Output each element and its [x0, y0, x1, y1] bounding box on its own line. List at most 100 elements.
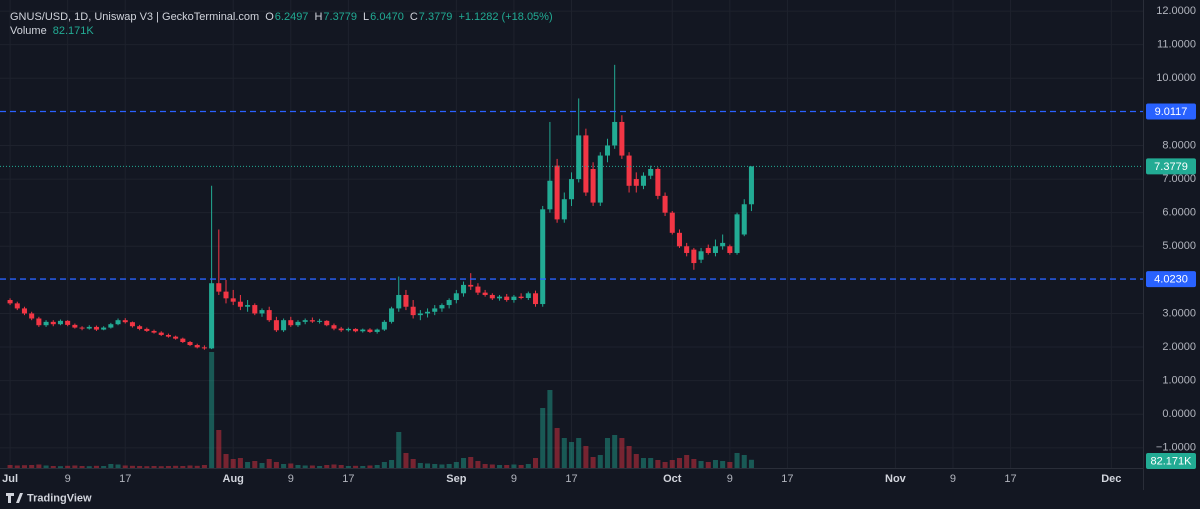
- volume-bar: [669, 460, 675, 468]
- candle-body: [748, 166, 754, 205]
- candle-body: [604, 145, 611, 156]
- volume-bar: [57, 466, 63, 468]
- candle-body: [288, 320, 294, 326]
- volume-bar: [561, 438, 567, 468]
- candle-body: [360, 329, 366, 332]
- axes: 12.0000 11.0000 10.0000 8.0000 7.0000 6.0000 5…: [2, 5, 1196, 485]
- volume-bar: [741, 455, 747, 468]
- candle-body: [295, 321, 301, 326]
- volume-bar: [137, 466, 143, 468]
- candle-body: [108, 324, 114, 328]
- volume-bar: [209, 352, 215, 468]
- volume-bar: [547, 390, 553, 468]
- candle-body: [612, 121, 618, 146]
- volume-bar: [626, 446, 632, 468]
- candle-body: [21, 308, 27, 314]
- volume-bar: [72, 465, 78, 468]
- volume-bar: [331, 464, 337, 468]
- volume-bar: [712, 460, 718, 468]
- candle-body: [403, 294, 409, 307]
- candle-body: [417, 313, 423, 316]
- y-tick-label: 11.0000: [1157, 39, 1196, 51]
- candle-body: [223, 291, 229, 299]
- volume-bar: [79, 466, 85, 468]
- candle-body: [367, 329, 373, 332]
- grid: [0, 0, 1143, 468]
- volume-bar: [50, 466, 56, 468]
- candle-body: [216, 283, 222, 292]
- volume-bar: [29, 465, 35, 468]
- brand-name: TradingView: [27, 492, 92, 504]
- candle-body: [504, 296, 510, 301]
- brand-logo[interactable]: TradingView: [6, 492, 92, 504]
- candle-body: [79, 327, 85, 329]
- candle-body: [425, 311, 431, 314]
- candle-body: [619, 121, 625, 156]
- candle-body: [353, 328, 359, 332]
- candle-body: [734, 214, 740, 253]
- candle-body: [518, 296, 524, 299]
- candle-body: [317, 320, 323, 322]
- y-tick-label: −1.0000: [1156, 442, 1196, 454]
- symbol: GNUS/USD, 1D, Uniswap V3 | GeckoTerminal…: [10, 11, 260, 23]
- volume-bar: [619, 438, 625, 468]
- volume-bar: [554, 428, 560, 468]
- volume-bar: [648, 458, 654, 468]
- candle-body: [446, 300, 452, 306]
- x-tick-label: 9: [511, 473, 517, 485]
- y-tick-label: 5.0000: [1162, 240, 1196, 252]
- price-badge: [1146, 271, 1196, 288]
- candle-body: [165, 334, 171, 337]
- volume-value: 82.171K: [52, 25, 94, 37]
- volume-bar: [655, 460, 661, 468]
- volume-bar: [698, 461, 704, 468]
- candle-body: [453, 293, 459, 301]
- volume-bar: [525, 464, 531, 468]
- candle-body: [684, 246, 690, 253]
- candle-body: [381, 321, 387, 330]
- volume-bar: [288, 463, 294, 468]
- x-tick-label: Aug: [223, 473, 244, 485]
- field-value: 7.3779: [418, 11, 453, 23]
- volume-bar: [36, 464, 42, 468]
- candle-body: [640, 175, 646, 186]
- y-tick-label: 7.0000: [1162, 173, 1196, 185]
- volume-bar: [367, 465, 373, 468]
- volume-bar: [345, 466, 351, 468]
- candle-body: [547, 180, 553, 210]
- brand-icon: [6, 493, 23, 503]
- volume-bar: [201, 465, 207, 468]
- candle-body: [497, 296, 503, 299]
- volume-bar: [252, 461, 258, 468]
- volume-bar: [590, 457, 596, 468]
- volume-bar: [7, 465, 13, 468]
- candle-body: [194, 345, 200, 348]
- volume-bar: [21, 465, 27, 468]
- volume-bar: [676, 458, 682, 468]
- candle-body: [173, 336, 179, 339]
- x-tick-label: 17: [1004, 473, 1016, 485]
- volume-bar: [216, 430, 222, 468]
- volume-bar: [151, 466, 157, 468]
- volume-bar: [309, 465, 315, 468]
- candle-body: [259, 310, 265, 314]
- candle-body: [266, 310, 272, 321]
- volume-bar: [324, 465, 330, 468]
- volume-bar: [237, 458, 243, 468]
- candle-body: [158, 332, 164, 335]
- field-value: 6.2497: [274, 11, 309, 23]
- candle-body: [475, 286, 481, 293]
- volume-bar: [504, 465, 510, 468]
- y-tick-label: 12.0000: [1156, 5, 1196, 17]
- volume-bar: [158, 466, 164, 468]
- candle-body: [345, 328, 351, 331]
- y-tick-label: 2.0000: [1162, 341, 1196, 353]
- candle-body: [252, 305, 258, 314]
- volume-bar: [273, 462, 279, 468]
- x-tick-label: 9: [288, 473, 294, 485]
- candle-body: [86, 326, 92, 329]
- volume-bar: [144, 466, 150, 468]
- volume-bar: [180, 466, 186, 468]
